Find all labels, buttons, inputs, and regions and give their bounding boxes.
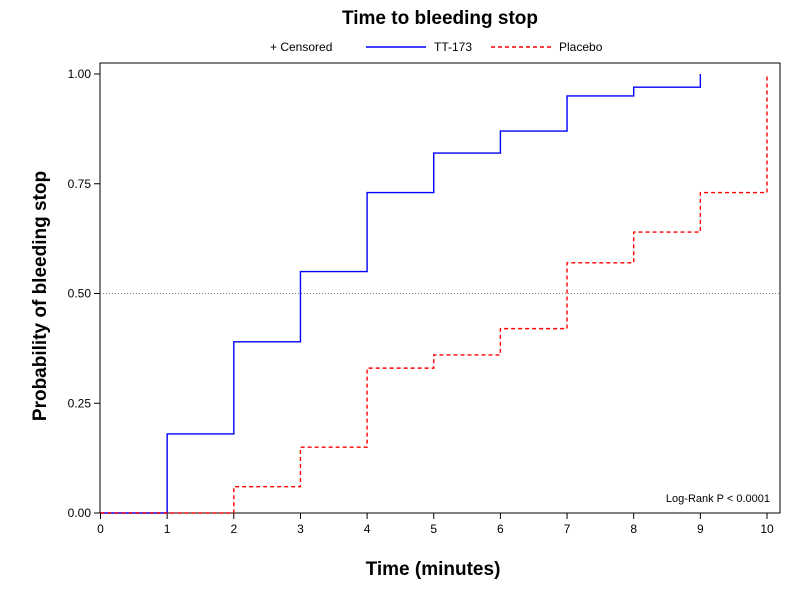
x-tick-label: 4 xyxy=(364,522,371,536)
y-tick-label: 0.00 xyxy=(68,506,92,520)
x-tick-label: 3 xyxy=(297,522,304,536)
y-tick-label: 0.75 xyxy=(68,177,92,191)
y-axis: 0.00 0.25 0.50 0.75 1.00 xyxy=(68,67,100,520)
series-line-placebo xyxy=(100,74,768,514)
series-line-tt-173 xyxy=(100,74,702,514)
y-tick-label: 0.25 xyxy=(68,396,92,410)
x-tick-label: 5 xyxy=(430,522,437,536)
series-group xyxy=(100,74,768,514)
x-tick-label: 7 xyxy=(564,522,571,536)
legend-censored: + Censored xyxy=(270,40,332,54)
plot-frame xyxy=(99,62,781,514)
y-tick-label: 0.50 xyxy=(68,287,92,301)
legend: + Censored TT-173 Placebo xyxy=(270,40,603,54)
y-tick-label: 1.00 xyxy=(68,67,92,81)
x-tick-label: 1 xyxy=(164,522,171,536)
x-tick-label: 0 xyxy=(97,522,104,536)
x-tick-label: 8 xyxy=(630,522,637,536)
chart-title: Time to bleeding stop xyxy=(342,8,538,29)
x-tick-label: 6 xyxy=(497,522,504,536)
x-tick-label: 10 xyxy=(760,522,774,536)
y-axis-title: Probability of bleeding stop xyxy=(30,171,51,421)
x-tick-label: 9 xyxy=(697,522,704,536)
x-tick-label: 2 xyxy=(230,522,237,536)
legend-label-placebo: Placebo xyxy=(559,40,603,54)
x-axis-title: Time (minutes) xyxy=(366,559,501,580)
legend-label-tt173: TT-173 xyxy=(434,40,472,54)
x-axis: 0 1 2 3 4 5 6 7 8 9 10 xyxy=(97,513,774,536)
log-rank-annotation: Log-Rank P < 0.0001 xyxy=(666,493,770,505)
